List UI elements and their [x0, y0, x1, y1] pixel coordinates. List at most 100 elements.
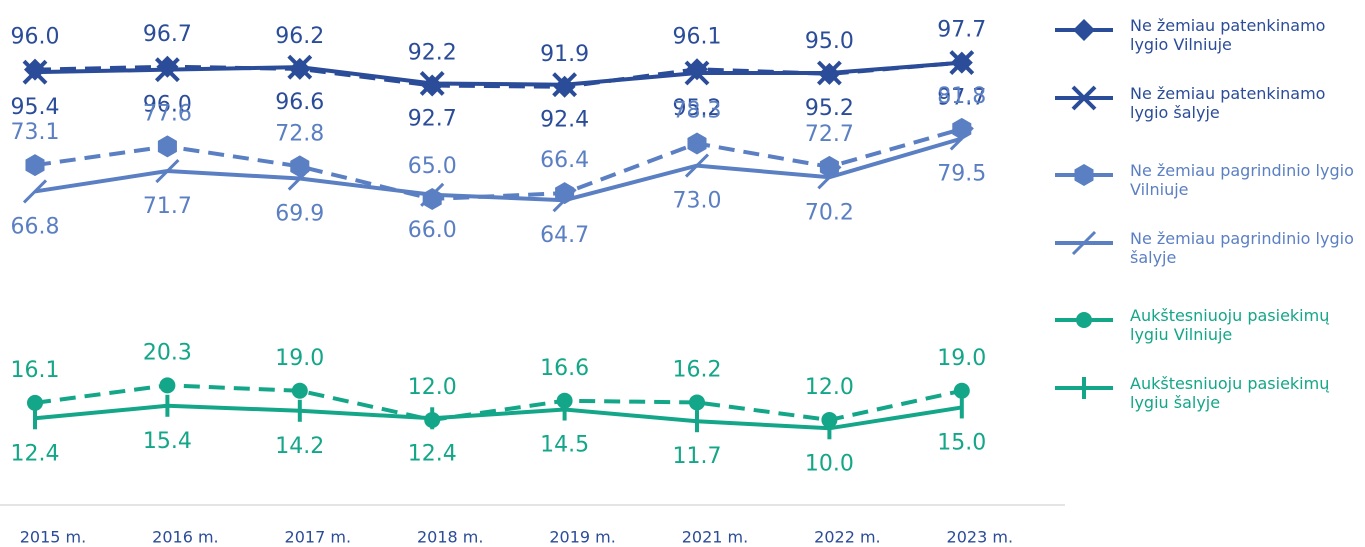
marker: [552, 72, 578, 98]
series-line: [34, 60, 962, 89]
marker: [287, 54, 313, 80]
value-label: 81.8: [937, 84, 986, 109]
marker-shape: [1074, 164, 1094, 186]
marker: [420, 182, 445, 207]
marker: [1071, 85, 1097, 111]
value-label: 19.0: [937, 346, 986, 371]
value-label: 92.2: [408, 41, 457, 66]
marker: [290, 155, 310, 178]
value-label: 12.4: [11, 441, 60, 466]
marker-shape: [1071, 230, 1097, 256]
series-line: [34, 403, 963, 431]
marker-shape: [552, 188, 577, 213]
marker: [419, 71, 445, 96]
value-label: 95.2: [673, 96, 722, 121]
legend-label: Aukštesniuoju pasiekimų lygiu Vilniuje: [1130, 306, 1330, 344]
marker: [817, 165, 842, 190]
marker-shape: [1071, 85, 1097, 111]
marker-shape: [422, 187, 442, 210]
marker-shape: [420, 182, 445, 207]
marker: [287, 166, 312, 191]
marker: [25, 154, 45, 177]
x-tick-label: 2019 m.: [549, 528, 615, 547]
value-label: 77.6: [143, 101, 192, 126]
marker: [291, 382, 308, 399]
marker: [1071, 230, 1097, 256]
value-label: 70.2: [805, 200, 854, 225]
legend-label: Ne žemiau pagrindinio lygio šalyje: [1130, 229, 1354, 267]
marker-shape: [287, 166, 312, 191]
marker: [949, 126, 974, 151]
value-label: 15.4: [143, 429, 192, 454]
marker-shape: [25, 154, 45, 177]
marker: [953, 382, 970, 399]
value-label: 96.1: [673, 24, 722, 49]
marker: [156, 55, 179, 78]
value-label: 78.3: [673, 98, 722, 123]
marker-shape: [287, 54, 313, 80]
value-label: 66.4: [540, 148, 589, 173]
marker: [684, 153, 710, 178]
x-tick-label: 2016 m.: [152, 528, 218, 547]
marker: [816, 60, 842, 86]
marker-shape: [1073, 19, 1095, 41]
value-label: 96.2: [275, 24, 324, 49]
marker: [157, 135, 177, 158]
value-label: 96.0: [11, 25, 60, 50]
value-label: 96.6: [275, 90, 324, 115]
marker: [22, 179, 48, 204]
marker: [27, 394, 43, 411]
value-label: 73.1: [11, 120, 60, 145]
marker-shape: [689, 394, 705, 411]
marker: [687, 132, 707, 155]
x-tick-label: 2023 m.: [947, 528, 1013, 547]
marker: [949, 50, 975, 76]
value-label: 71.7: [143, 194, 192, 219]
marker: [159, 377, 176, 394]
marker-shape: [156, 55, 179, 78]
value-label: 92.4: [540, 108, 589, 133]
marker: [1073, 19, 1095, 41]
marker-shape: [155, 158, 180, 184]
series-line: [34, 383, 963, 422]
legend-label: Ne žemiau pagrindinio lygio Vilniuje: [1130, 161, 1354, 199]
value-label: 10.0: [805, 451, 854, 476]
x-tick-label: 2018 m.: [417, 528, 483, 547]
series-line: [34, 126, 963, 201]
value-label: 20.3: [143, 340, 192, 365]
value-label: 95.4: [11, 95, 60, 120]
value-label: 91.9: [540, 42, 589, 67]
value-label: 96.7: [143, 22, 192, 47]
value-label: 15.0: [937, 430, 986, 455]
value-label: 64.7: [540, 223, 589, 248]
marker-shape: [290, 155, 310, 178]
value-label: 12.4: [408, 441, 457, 466]
x-tick-label: 2017 m.: [285, 528, 351, 547]
value-label: 97.7: [937, 86, 986, 111]
value-label: 14.2: [275, 434, 324, 459]
value-label: 97.7: [937, 18, 986, 43]
value-label: 66.0: [408, 218, 457, 243]
legend-label: Ne žemiau patenkinamo lygio Vilniuje: [1130, 16, 1326, 54]
marker-shape: [157, 135, 177, 158]
value-label: 19.0: [275, 346, 324, 371]
marker: [684, 60, 710, 86]
value-label: 66.8: [11, 214, 60, 239]
value-label: 96.0: [143, 93, 192, 118]
marker-shape: [953, 382, 970, 399]
value-label: 92.7: [408, 106, 457, 131]
value-label: 16.6: [540, 356, 589, 381]
marker: [155, 158, 180, 184]
series-line: [34, 136, 963, 203]
value-label: 69.9: [275, 202, 324, 227]
value-label: 16.2: [673, 357, 722, 382]
marker: [1074, 164, 1094, 186]
marker-shape: [686, 58, 708, 81]
value-label: 12.0: [408, 375, 457, 400]
marker-shape: [154, 57, 180, 83]
x-tick-label: 2022 m.: [814, 528, 880, 547]
marker-shape: [419, 71, 445, 96]
series-line: [34, 60, 962, 87]
value-label: 65.0: [408, 154, 457, 179]
marker-shape: [949, 50, 975, 76]
